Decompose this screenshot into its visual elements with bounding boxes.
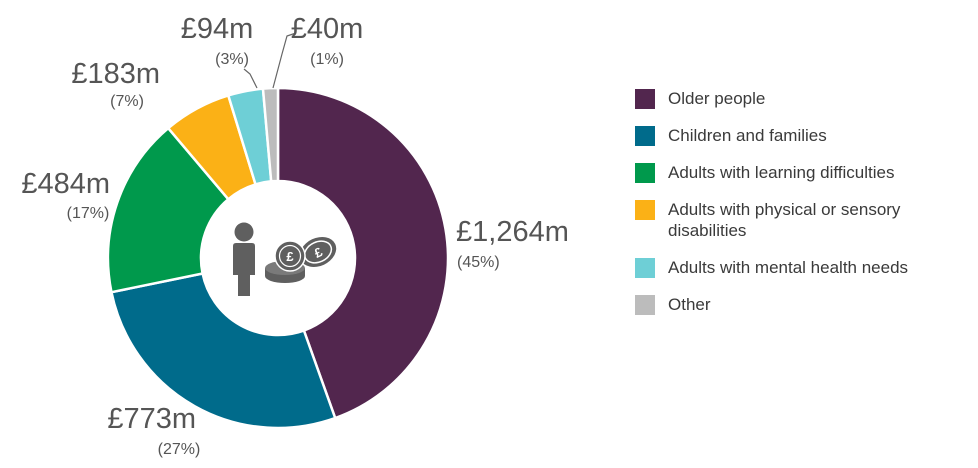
legend-item-older-people: Older people <box>635 88 978 109</box>
label-percent-adults-with-physical-or-sensory-disabilities: (7%) <box>110 93 144 110</box>
chart-legend: Older people Children and families Adult… <box>635 88 978 331</box>
legend-item-adults-with-learning-difficulties: Adults with learning difficulties <box>635 162 978 183</box>
label-value-adults-with-mental-health-needs: £94m <box>181 13 254 45</box>
legend-item-adults-with-mental-health-needs: Adults with mental health needs <box>635 257 978 278</box>
legend-label: Adults with mental health needs <box>668 258 909 277</box>
label-value-adults-with-learning-difficulties: £484m <box>21 168 110 200</box>
legend-label: Adults with physical or sensory disabili… <box>668 200 901 240</box>
legend-swatch-other <box>635 295 655 315</box>
legend-label: Older people <box>668 89 766 108</box>
slice-older-people <box>276 86 450 420</box>
legend-label: Children and families <box>668 126 827 145</box>
label-percent-older-people: (45%) <box>457 254 500 271</box>
label-percent-other: (1%) <box>310 51 344 68</box>
legend-swatch-adults-with-learning-difficulties <box>635 163 655 183</box>
legend-swatch-children-and-families <box>635 126 655 146</box>
legend-item-adults-with-physical-or-sensory-disabilities: Adults with physical or sensory disabili… <box>635 199 978 241</box>
slice-adults-with-learning-difficulties <box>106 126 231 294</box>
legend-label: Adults with learning difficulties <box>668 163 895 182</box>
person-with-pound-coins-icon: £ £ <box>233 222 337 296</box>
legend-swatch-adults-with-mental-health-needs <box>635 258 655 278</box>
label-value-other: £40m <box>291 13 364 45</box>
legend-swatch-older-people <box>635 89 655 109</box>
label-percent-adults-with-mental-health-needs: (3%) <box>215 51 249 68</box>
leader-line-adults-with-mental-health-needs <box>243 68 258 89</box>
label-percent-adults-with-learning-difficulties: (17%) <box>67 205 110 222</box>
leader-line-other <box>272 32 297 89</box>
label-value-older-people: £1,264m <box>456 216 569 248</box>
slice-children-and-families <box>109 272 337 430</box>
label-value-adults-with-physical-or-sensory-disabilities: £183m <box>71 58 160 90</box>
legend-swatch-adults-with-physical-or-sensory-disabilities <box>635 200 655 220</box>
legend-item-children-and-families: Children and families <box>635 125 978 146</box>
label-value-children-and-families: £773m <box>107 403 196 435</box>
label-percent-children-and-families: (27%) <box>158 441 201 458</box>
svg-text:£: £ <box>286 249 294 264</box>
legend-label: Other <box>668 295 711 314</box>
legend-item-other: Other <box>635 294 978 315</box>
slice-other <box>261 86 280 183</box>
